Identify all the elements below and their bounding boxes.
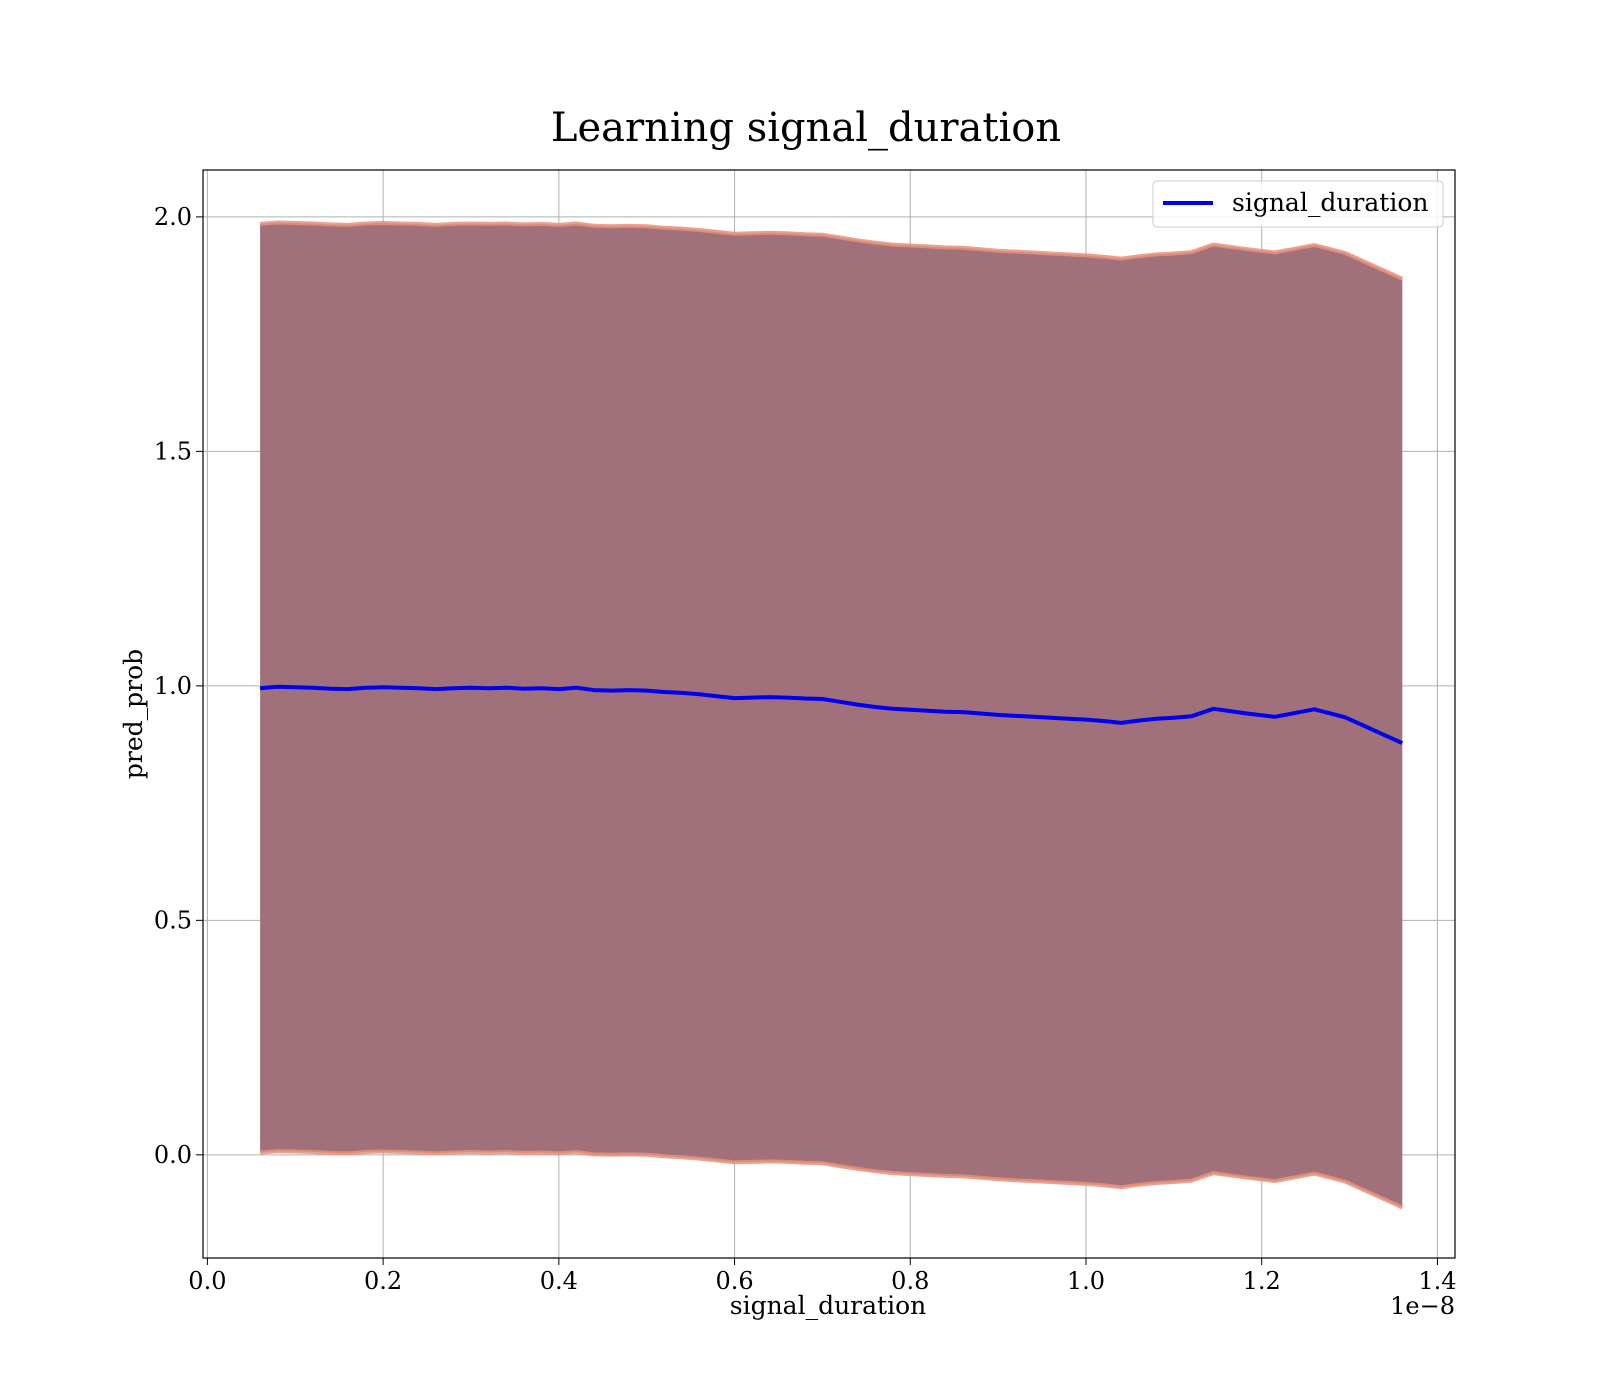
- band-lower-edge: [259, 1149, 1404, 1210]
- x-tick-label: 0.8: [891, 1267, 929, 1295]
- y-tick-label: 2.0: [154, 203, 192, 231]
- series-line-signal-duration: [259, 684, 1404, 745]
- series-line-layer: [259, 684, 1404, 745]
- x-tick-label: 1.4: [1418, 1267, 1456, 1295]
- legend-box: [1152, 180, 1444, 228]
- y-tick-label: 0.5: [154, 906, 192, 934]
- x-axis-label: signal_duration: [730, 1291, 926, 1320]
- chart-title: Learning signal_duration: [551, 105, 1061, 151]
- y-tick-label: 1.5: [154, 437, 192, 465]
- confidence-band-layer: [259, 220, 1404, 1210]
- x-tick-label: 0.6: [715, 1267, 753, 1295]
- x-tick-label: 0.0: [188, 1267, 226, 1295]
- confidence-band: [260, 222, 1403, 1208]
- y-tick-label: 1.0: [154, 672, 192, 700]
- y-axis-label: pred_prob: [119, 649, 148, 779]
- x-tick-label: 1.2: [1243, 1267, 1281, 1295]
- band-upper-edge: [259, 220, 1404, 281]
- x-axis-offset-text: 1e−8: [1390, 1292, 1455, 1320]
- y-axis-ticks: 0.0 0.5 1.0 1.5 2.0: [154, 203, 203, 1169]
- x-axis-ticks: 0.0 0.2 0.4 0.6 0.8 1.0 1.2 1.4: [188, 1258, 1457, 1295]
- axes-frame: [202, 169, 1456, 1259]
- x-tick-label: 0.4: [540, 1267, 578, 1295]
- legend-label: signal_duration: [1232, 188, 1428, 217]
- x-tick-label: 0.2: [364, 1267, 402, 1295]
- x-tick-label: 1.0: [1067, 1267, 1105, 1295]
- legend: signal_duration: [1152, 180, 1444, 228]
- y-tick-label: 0.0: [154, 1141, 192, 1169]
